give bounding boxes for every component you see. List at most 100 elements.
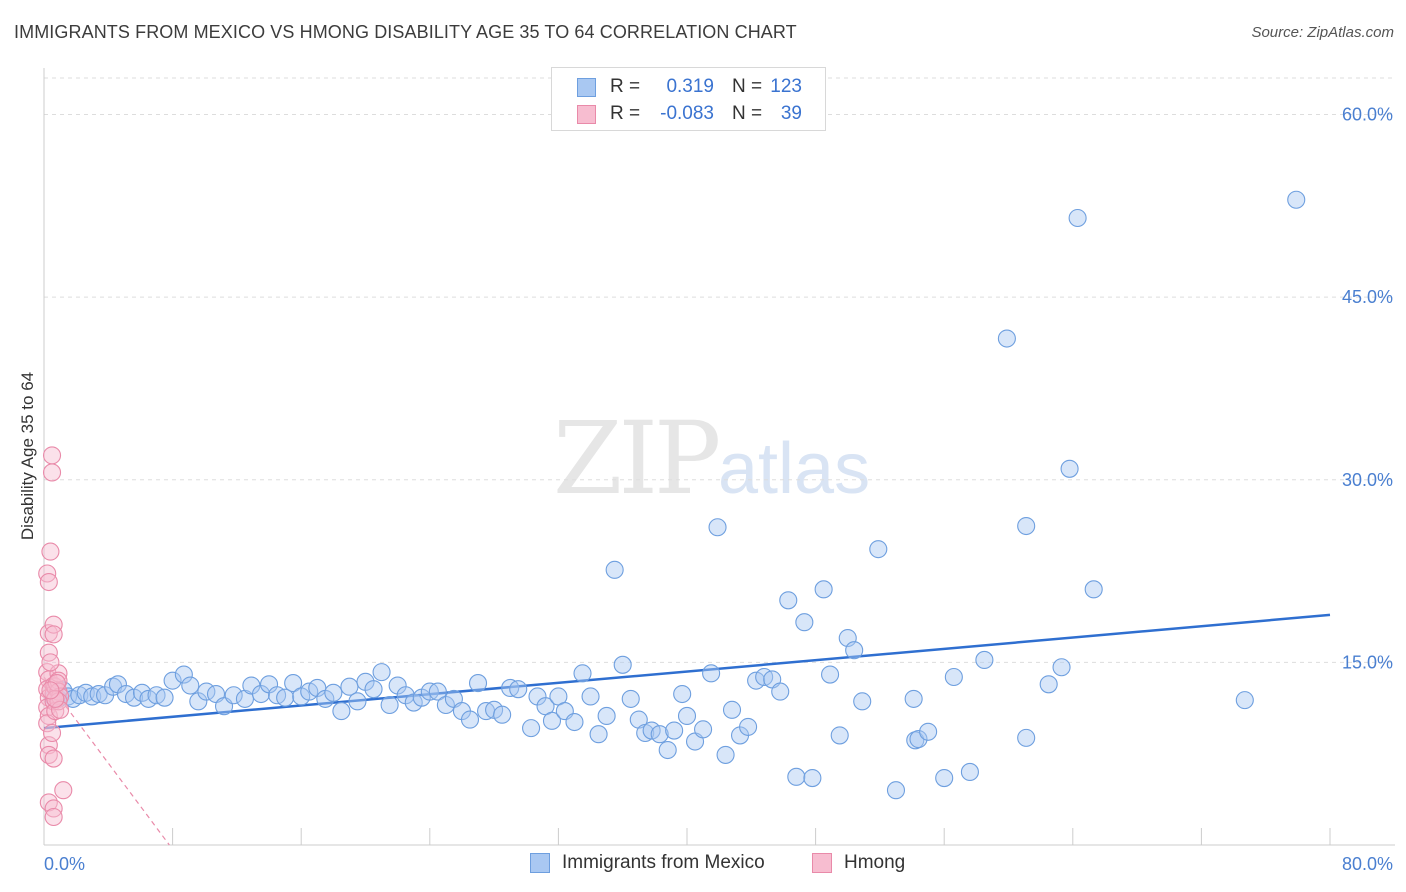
point-mexico: [845, 641, 864, 660]
n-value: 39: [780, 103, 802, 124]
point-mexico: [372, 663, 391, 682]
point-hmong: [46, 689, 65, 708]
point-hmong: [42, 723, 62, 743]
point-mexico: [509, 680, 528, 699]
legend-swatch-mexico: [577, 78, 596, 97]
point-hmong: [51, 700, 70, 719]
point-hmong: [41, 542, 60, 561]
point-mexico: [771, 682, 790, 701]
point-mexico: [803, 768, 822, 788]
point-mexico: [853, 692, 872, 711]
watermark-zip: ZIP: [553, 400, 721, 517]
y-tick-label: 45.0%: [1342, 287, 1393, 307]
point-mexico: [909, 730, 928, 749]
trend-lines: [43, 613, 1331, 846]
point-mexico: [1287, 190, 1306, 209]
point-mexico: [886, 781, 906, 800]
point-mexico: [613, 655, 632, 674]
point-hmong: [54, 781, 73, 800]
point-mexico: [224, 686, 243, 705]
point-mexico: [779, 591, 798, 610]
point-mexico: [821, 665, 840, 684]
legend-row-mexico: R = 0.319 N = 123: [552, 74, 825, 100]
trend-line-hmong: [43, 676, 170, 846]
point-mexico: [428, 682, 447, 701]
point-mexico: [380, 695, 399, 715]
point-mexico: [89, 684, 108, 704]
point-mexico: [975, 650, 994, 669]
point-mexico: [1084, 580, 1103, 599]
stats-legend: R = 0.319 N = 123 R = -0.083 N = 39: [551, 67, 826, 131]
point-hmong: [47, 674, 66, 693]
source-label: Source: ZipAtlas.com: [1251, 24, 1394, 41]
point-mexico: [522, 719, 541, 738]
legend-row-hmong: R = -0.083 N = 39: [552, 101, 825, 127]
point-mexico: [1017, 516, 1036, 536]
point-mexico: [284, 674, 303, 693]
point-hmong: [42, 463, 62, 482]
point-mexico: [1052, 658, 1071, 677]
point-mexico: [694, 720, 713, 739]
point-mexico: [702, 664, 721, 683]
point-mexico: [722, 700, 742, 719]
point-mexico: [658, 740, 677, 760]
point-mexico: [163, 671, 182, 690]
point-mexico: [324, 683, 343, 702]
point-hmong: [39, 793, 58, 812]
point-mexico: [708, 518, 727, 537]
point-mexico: [830, 726, 849, 745]
point-mexico: [665, 721, 684, 740]
point-mexico: [573, 664, 592, 683]
point-mexico: [468, 674, 488, 693]
r-label: R =: [610, 76, 641, 97]
chart-title: IMMIGRANTS FROM MEXICO VS HMONG DISABILI…: [14, 22, 797, 42]
point-mexico: [493, 705, 512, 724]
legend-swatch-hmong: [812, 853, 832, 873]
x-tick-label: 0.0%: [44, 854, 85, 874]
point-hmong: [39, 572, 58, 592]
point-mexico: [673, 684, 692, 704]
point-mexico: [677, 706, 697, 725]
point-mexico: [565, 712, 584, 732]
legend-label-mexico: Immigrants from Mexico: [562, 852, 765, 873]
gridlines: [44, 77, 1395, 663]
point-mexico: [589, 725, 608, 744]
point-hmong: [39, 745, 58, 764]
legend-swatch-mexico: [530, 853, 550, 873]
data-points: [38, 190, 1306, 827]
point-hmong: [41, 653, 60, 672]
point-mexico: [919, 722, 938, 741]
point-hmong: [44, 615, 63, 634]
point-mexico: [935, 768, 954, 788]
y-tick-label: 60.0%: [1342, 105, 1393, 125]
legend-label-hmong: Hmong: [844, 852, 906, 873]
n-label: N =: [732, 103, 763, 124]
point-mexico: [814, 580, 833, 599]
r-value: -0.083: [660, 103, 714, 124]
x-tick-label: 80.0%: [1342, 854, 1393, 874]
point-mexico: [904, 689, 923, 708]
point-mexico: [181, 676, 200, 695]
point-mexico: [542, 711, 562, 730]
point-mexico: [364, 680, 383, 699]
point-hmong: [41, 681, 60, 700]
point-hmong: [44, 625, 63, 644]
point-mexico: [1068, 208, 1087, 228]
point-mexico: [605, 560, 624, 579]
point-mexico: [997, 329, 1016, 348]
point-mexico: [1060, 459, 1079, 478]
axes: [43, 68, 1395, 846]
r-value: 0.319: [666, 76, 714, 97]
n-value: 123: [770, 76, 802, 97]
point-mexico: [621, 689, 640, 708]
r-label: R =: [610, 103, 641, 124]
point-mexico: [460, 710, 480, 729]
point-mexico: [174, 665, 193, 684]
point-mexico: [944, 667, 963, 687]
y-tick-label: 15.0%: [1342, 652, 1393, 672]
point-mexico: [795, 613, 814, 632]
trend-line-mexico: [43, 613, 1331, 730]
point-hmong: [44, 807, 63, 827]
y-tick-label: 30.0%: [1342, 470, 1393, 490]
